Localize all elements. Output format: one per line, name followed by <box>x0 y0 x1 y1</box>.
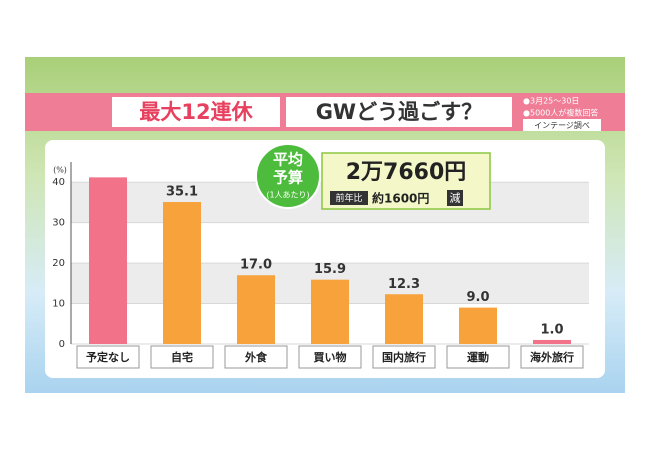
badge-text: 平均 <box>273 151 303 169</box>
y-tick-label: 0 <box>59 339 65 350</box>
bar <box>459 307 497 344</box>
compare-label: 前年比 <box>335 192 362 204</box>
x-tick-box <box>298 345 362 369</box>
y-tick-label: 30 <box>52 218 65 229</box>
compare-dir-box <box>447 190 463 206</box>
x-tick-box <box>76 345 140 369</box>
bar <box>237 275 275 344</box>
x-tick-label: 予定なし <box>86 350 130 364</box>
note: ●3月25～30日 <box>523 97 579 106</box>
y-tick-label: 40 <box>52 177 65 188</box>
plot: 0 10 20 30 40 (%) 41.2 予定なし 35.1 自宅 17.0 外食 15.9 買い物 1… <box>52 160 589 369</box>
x-tick-label: 海外旅行 <box>530 350 574 364</box>
x-tick-box <box>224 345 288 369</box>
x-tick-box <box>150 345 214 369</box>
title-box <box>112 97 280 127</box>
compare-dir: 減 <box>450 191 461 205</box>
value-label: 17.0 <box>240 258 272 273</box>
bar <box>385 294 423 344</box>
value-label: 41.2 <box>92 160 124 175</box>
badge <box>255 143 321 209</box>
x-tick-label: 自宅 <box>171 350 193 364</box>
x-tick-box <box>446 345 510 369</box>
bar <box>311 279 349 344</box>
note: ●5000人が複数回答 <box>523 108 598 118</box>
y-axis-label: (%) <box>53 166 67 175</box>
chart-title: 最大12連休 <box>139 100 253 124</box>
value-label: 35.1 <box>166 185 198 200</box>
y-tick-label: 20 <box>52 258 65 269</box>
chart-subtitle: GWどう過ごす？ <box>316 100 483 124</box>
x-tick-label: 国内旅行 <box>382 350 426 364</box>
value-label: 1.0 <box>540 322 563 337</box>
x-tick-label: 買い物 <box>314 350 347 364</box>
badge-text: (1人あたり) <box>266 191 309 200</box>
y-tick-label: 10 <box>52 299 65 310</box>
note-box <box>523 119 601 131</box>
compare-value: 約1600円 <box>372 191 429 206</box>
amount: 2万7660円 <box>346 160 467 185</box>
subtitle-box <box>286 97 512 127</box>
bar <box>533 339 571 344</box>
budget-callout: 平均 予算 (1人あたり) 2万7660円 前年比 約1600円 減 <box>255 143 491 210</box>
compare-tag <box>330 191 368 205</box>
badge-text: 予算 <box>273 169 303 187</box>
x-tick-box <box>520 345 584 369</box>
value-label: 15.9 <box>314 262 346 277</box>
value-label: 12.3 <box>388 277 420 292</box>
note: インテージ調べ <box>534 120 590 130</box>
x-tick-label: 運動 <box>467 350 489 364</box>
bar <box>163 202 201 344</box>
value-label: 9.0 <box>466 290 489 305</box>
x-tick-box <box>372 345 436 369</box>
x-tick-label: 外食 <box>244 350 268 364</box>
bar <box>89 177 127 344</box>
